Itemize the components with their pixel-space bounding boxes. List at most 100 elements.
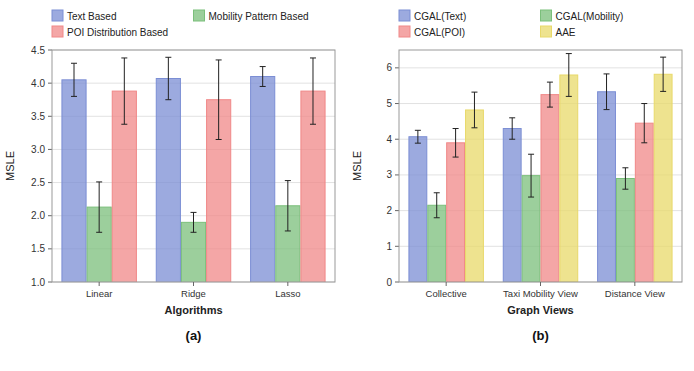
error-cap [453,128,459,129]
error-bar [96,182,102,232]
x-tick-label: Linear [86,288,112,299]
legend-item: CGAL(Text) [399,10,466,22]
error-line [625,168,626,189]
error-cap [96,232,102,233]
error-bar [434,193,440,218]
error-bar [285,181,291,231]
x-tick-label: Distance View [605,288,665,299]
error-bar [216,60,222,140]
error-bar [310,58,316,124]
error-line [124,58,125,124]
y-tick-label: 2.5 [31,177,45,188]
error-cap [528,154,534,155]
grid-line [52,83,335,84]
bar [616,178,634,282]
error-cap [216,139,222,140]
error-cap [191,232,197,233]
error-cap [622,189,628,190]
error-line [663,57,664,91]
marks [409,54,672,282]
error-bar [415,130,421,143]
error-bar [528,154,534,197]
bar [62,80,86,282]
legend-label: AAE [556,27,576,38]
legend-swatch [399,26,410,37]
panel-title: (a) [186,328,202,343]
x-tick [540,282,541,286]
error-bar [509,118,515,139]
error-cap [310,57,316,58]
legend: CGAL(Text)CGAL(Mobility)CGAL(POI)AAE [399,10,623,38]
error-cap [216,59,222,60]
y-tick-label: 2 [386,205,392,216]
y-tick-label: 1 [386,241,392,252]
error-line [417,130,418,143]
error-bar [71,63,77,96]
legend-item: Text Based [52,10,116,22]
error-cap [641,103,647,104]
grid-line [52,116,335,117]
error-line [99,182,100,232]
panel: 0123456CollectiveTaxi Mobility ViewDista… [351,10,682,343]
y-tick [395,67,399,68]
y-tick [395,246,399,247]
error-line [168,57,169,99]
error-cap [453,157,459,158]
figure: 1.01.52.02.53.03.54.04.5LinearRidgeLasso… [0,0,694,371]
x-tick-label: Taxi Mobility View [503,288,578,299]
bar [598,92,616,282]
error-bar [165,57,171,99]
error-cap [260,86,266,87]
error-cap [71,63,77,64]
x-axis-label: Graph Views [507,304,573,316]
grid-line [52,149,335,150]
marks [62,57,325,282]
error-cap [509,117,515,118]
x-tick [99,282,100,286]
y-axis-label: MSLE [4,151,16,181]
y-tick-label: 4.5 [31,45,45,56]
legend-label: CGAL(Mobility) [556,11,624,22]
legend-swatch [52,10,63,21]
y-tick-label: 4.0 [31,78,45,89]
legend-item: AAE [541,26,576,38]
y-tick-label: 3.0 [31,144,45,155]
y-tick [395,282,399,283]
y-tick [48,116,52,117]
legend: Text Based Mobility Pattern Based POI Dist… [52,10,309,38]
bar [156,79,180,282]
error-line [262,67,263,87]
legend-swatch [541,26,552,37]
error-cap [191,212,197,213]
bar [654,74,672,282]
grid-line [399,103,682,104]
bar [560,75,578,282]
error-cap [660,57,666,58]
error-cap [660,91,666,92]
error-line [312,58,313,124]
legend-item: POI Distribution Based [52,26,168,38]
error-bar [453,129,459,158]
y-tick [48,248,52,249]
error-cap [415,130,421,131]
y-tick-label: 6 [386,62,392,73]
y-tick [48,83,52,84]
error-line [549,82,550,107]
x-tick-label: Lasso [275,288,300,299]
error-line [287,181,288,231]
bar [541,95,559,282]
legend-swatch [52,26,63,37]
error-bar [660,57,666,91]
legend-item: Mobility Pattern Based [194,10,309,22]
error-bar [121,58,127,124]
x-tick [446,282,447,286]
error-line [512,118,513,139]
bar [503,129,521,282]
error-cap [434,217,440,218]
error-cap [566,96,572,97]
error-line [644,104,645,143]
plot-frame [399,50,682,282]
x-tick [634,282,635,286]
legend-label: Text Based [67,11,116,22]
y-tick-label: 5 [386,98,392,109]
